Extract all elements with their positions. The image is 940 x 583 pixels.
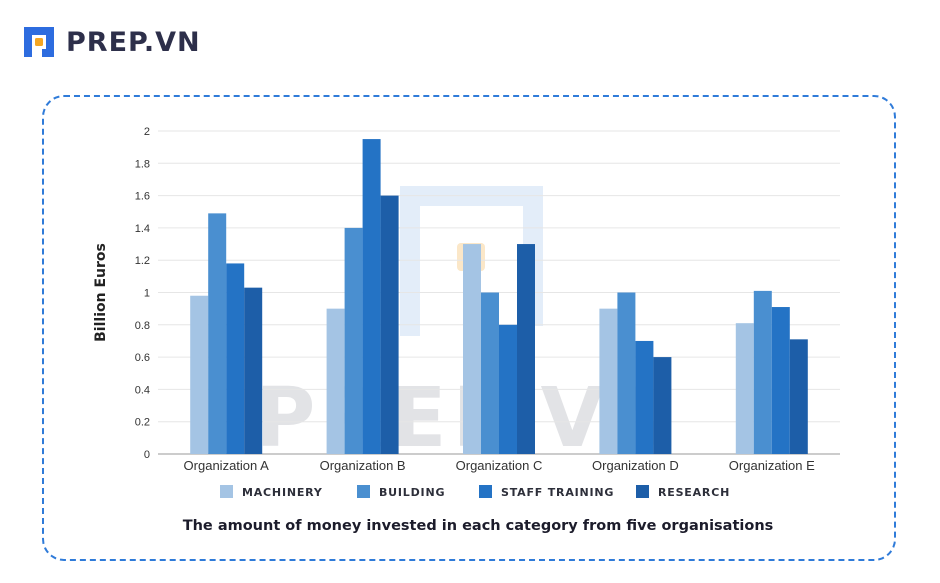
bar — [635, 340, 654, 454]
bar — [190, 295, 209, 454]
legend-swatch — [220, 485, 233, 498]
bar — [771, 307, 790, 454]
bar — [753, 290, 772, 454]
y-tick-label: 0.2 — [135, 417, 150, 429]
x-tick-label: Organization B — [320, 458, 406, 473]
bar — [789, 339, 808, 454]
legend-swatch — [479, 485, 492, 498]
x-tick-label: Organization D — [592, 458, 679, 473]
bar — [344, 227, 363, 454]
y-tick-label: 1.6 — [135, 191, 150, 203]
legend-label: RESEARCH — [658, 486, 730, 499]
y-tick-label: 0.4 — [135, 384, 150, 396]
bar — [617, 292, 636, 454]
legend-label: MACHINERY — [242, 486, 323, 499]
legend-swatch — [636, 485, 649, 498]
x-tick-label: Organization A — [184, 458, 270, 473]
bar — [481, 292, 499, 454]
bar — [380, 195, 399, 454]
legend: MACHINERY BUILDING STAFF TRAINING RESEARCH — [220, 485, 730, 499]
y-tick-label: 1 — [144, 288, 150, 300]
y-tick-label: 1.8 — [135, 158, 150, 170]
bar — [517, 244, 535, 454]
legend-label: BUILDING — [379, 486, 445, 499]
bar — [463, 244, 481, 454]
y-tick-label: 0.6 — [135, 352, 150, 364]
bar — [653, 357, 672, 454]
legend-label: STAFF TRAINING — [501, 486, 614, 499]
bar — [735, 323, 754, 454]
y-axis-ticks: 0 0.2 0.4 0.6 0.8 1 1.2 1.4 1.6 1.8 2 — [135, 126, 150, 461]
y-tick-label: 0.8 — [135, 320, 150, 332]
bar — [499, 324, 517, 454]
y-tick-label: 0 — [144, 449, 150, 461]
x-tick-label: Organization C — [456, 458, 543, 473]
brand-name: PREP.VN — [66, 26, 201, 58]
prep-logo-icon — [20, 23, 58, 61]
x-axis-labels: Organization A Organization B Organization… — [184, 458, 816, 473]
bar — [208, 213, 227, 454]
bar — [244, 287, 263, 454]
legend-swatch — [357, 485, 370, 498]
bar — [326, 308, 345, 454]
y-tick-label: 1.2 — [135, 255, 150, 267]
brand-header: PREP.VN — [20, 22, 201, 62]
bars — [190, 139, 808, 454]
bar — [599, 308, 618, 454]
y-tick-label: 1.4 — [135, 223, 150, 235]
chart-title: The amount of money invested in each cat… — [183, 518, 774, 534]
y-tick-label: 2 — [144, 126, 150, 138]
y-axis-label: Billion Euros — [93, 243, 109, 342]
bar — [362, 139, 381, 454]
x-tick-label: Organization E — [729, 458, 815, 473]
bar — [226, 263, 245, 454]
chart-card — [42, 95, 896, 561]
